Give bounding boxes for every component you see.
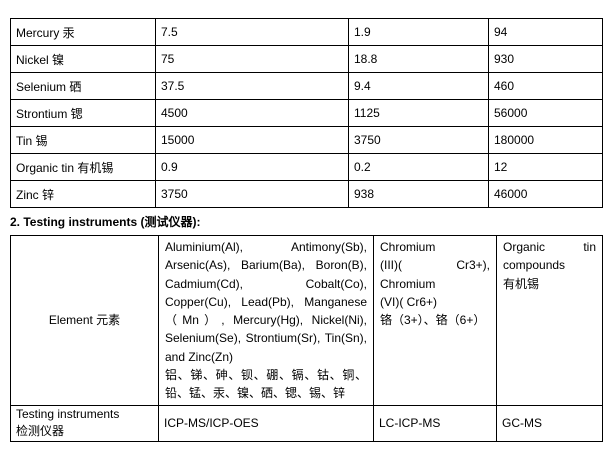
element-name-cell: Strontium 锶 xyxy=(10,99,156,127)
value-cell: 56000 xyxy=(488,99,603,127)
value-cell: 930 xyxy=(488,45,603,73)
table-row: Nickel 镍 75 18.8 930 xyxy=(10,45,603,73)
organic-tin-line-part: Organic xyxy=(503,240,546,254)
testing-instruments-table: Element 元素 Aluminium(Al), Antimony(Sb), … xyxy=(10,235,603,442)
value-cell: 0.2 xyxy=(348,153,489,181)
instrument-cell: GC-MS xyxy=(496,404,603,442)
instruments-row: Testing instruments 检测仪器 ICP-MS/ICP-OES … xyxy=(10,404,603,442)
value-cell: 460 xyxy=(488,72,603,100)
table-row: Mercury 汞 7.5 1.9 94 xyxy=(10,18,603,46)
value-cell: 12 xyxy=(488,153,603,181)
chromium-cell: Chromium (III)( Cr3+), Chromium (VI)( Cr… xyxy=(373,235,497,406)
value-cell: 180000 xyxy=(488,126,603,154)
value-cell: 94 xyxy=(488,18,603,46)
value-cell: 3750 xyxy=(348,126,489,154)
value-cell: 46000 xyxy=(488,180,603,208)
value-cell: 37.5 xyxy=(155,72,349,100)
value-cell: 1.9 xyxy=(348,18,489,46)
organic-tin-line: Organic tin xyxy=(503,238,596,256)
chromium-line-part: Cr3+), xyxy=(456,258,490,273)
organic-tin-line-part: tin xyxy=(583,240,596,254)
value-cell: 4500 xyxy=(155,99,349,127)
table-row: Selenium 硒 37.5 9.4 460 xyxy=(10,72,603,100)
table-row: Zinc 锌 3750 938 46000 xyxy=(10,180,603,208)
table-row: Tin 锡 15000 3750 180000 xyxy=(10,126,603,154)
value-cell: 75 xyxy=(155,45,349,73)
value-cell: 0.9 xyxy=(155,153,349,181)
value-cell: 7.5 xyxy=(155,18,349,46)
instruments-row-label: Testing instruments 检测仪器 xyxy=(10,404,159,442)
chromium-line: (VI)( Cr6+) xyxy=(380,294,437,309)
metals-english-text: Aluminium(Al), Antimony(Sb), Arsenic(As)… xyxy=(165,240,367,364)
organic-tin-line-chinese: 有机锡 xyxy=(503,276,540,291)
chromium-line-part: (III)( xyxy=(380,258,402,273)
section-heading: 2. Testing instruments (测试仪器): xyxy=(10,215,201,229)
element-row-label: Element 元素 xyxy=(10,235,159,406)
metals-chinese-text: 铝、锑、砷、钡、硼、镉、钴、铜、铅、锰、汞、镍、硒、锶、锡、锌 xyxy=(165,368,367,401)
instruments-label-english: Testing instruments xyxy=(16,407,120,422)
table-row: Organic tin 有机锡 0.9 0.2 12 xyxy=(10,153,603,181)
element-limits-table: Mercury 汞 7.5 1.9 94 Nickel 镍 75 18.8 93… xyxy=(10,18,603,208)
instrument-cell: ICP-MS/ICP-OES xyxy=(158,404,374,442)
value-cell: 1125 xyxy=(348,99,489,127)
metals-cell: Aluminium(Al), Antimony(Sb), Arsenic(As)… xyxy=(158,235,374,406)
organic-tin-line: compounds xyxy=(503,258,566,273)
element-name-cell: Organic tin 有机锡 xyxy=(10,153,156,181)
element-row: Element 元素 Aluminium(Al), Antimony(Sb), … xyxy=(10,235,603,406)
element-name-cell: Zinc 锌 xyxy=(10,180,156,208)
value-cell: 15000 xyxy=(155,126,349,154)
table-row: Strontium 锶 4500 1125 56000 xyxy=(10,99,603,127)
organic-tin-cell: Organic tin compounds 有机锡 xyxy=(496,235,603,406)
element-name-cell: Nickel 镍 xyxy=(10,45,156,73)
value-cell: 3750 xyxy=(155,180,349,208)
element-name-cell: Selenium 硒 xyxy=(10,72,156,100)
instrument-cell: LC-ICP-MS xyxy=(373,404,497,442)
value-cell: 18.8 xyxy=(348,45,489,73)
value-cell: 9.4 xyxy=(348,72,489,100)
chromium-line: (III)( Cr3+), xyxy=(380,256,490,274)
element-name-cell: Mercury 汞 xyxy=(10,18,156,46)
chromium-line: Chromium xyxy=(380,276,436,291)
value-cell: 938 xyxy=(348,180,489,208)
chromium-line-chinese: 铬（3+）、铬（6+） xyxy=(380,313,486,328)
chromium-line: Chromium xyxy=(380,240,436,254)
instruments-label-chinese: 检测仪器 xyxy=(16,424,65,439)
element-name-cell: Tin 锡 xyxy=(10,126,156,154)
